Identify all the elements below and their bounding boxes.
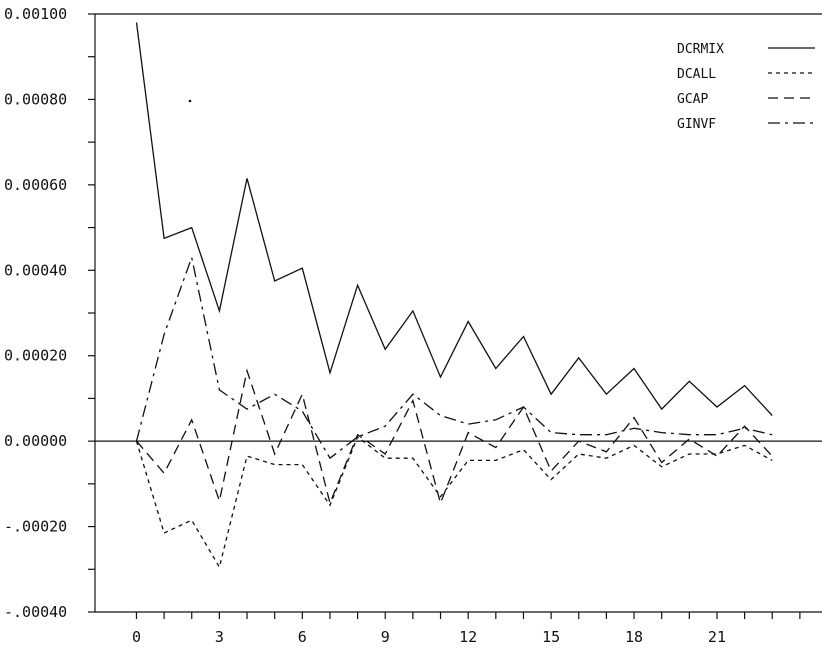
- x-tick-label: 21: [708, 628, 726, 646]
- x-axis-ticks: 0 3 6 9 12 15 18 21: [132, 612, 801, 646]
- y-axis-ticks: -.00040 -.00020 0.00000 0.00020 0.00040 0.000…: [4, 5, 95, 621]
- x-tick-label: 12: [459, 628, 477, 646]
- x-tick-label: 6: [298, 628, 307, 646]
- x-tick-label: 18: [625, 628, 643, 646]
- series-ginvf-line: [135, 255, 773, 460]
- stray-mark: [188, 99, 192, 103]
- legend-label: GINVF: [677, 117, 716, 132]
- x-tick-label: 15: [542, 628, 560, 646]
- x-tick-label: 9: [381, 628, 390, 646]
- legend-label: DCALL: [677, 67, 716, 82]
- x-tick-label: 0: [132, 628, 141, 646]
- y-tick-label: 0.00060: [4, 176, 67, 194]
- legend: DCRMIX DCALL GCAP GINVF: [677, 42, 815, 132]
- series-gcap-line: [136, 368, 773, 506]
- y-tick-label: 0.00040: [4, 261, 67, 279]
- y-tick-label: -.00020: [4, 518, 67, 536]
- series-dcall-line: [135, 435, 773, 569]
- y-tick-label: 0.00080: [4, 90, 67, 108]
- y-tick-label: 0.00100: [4, 5, 67, 23]
- y-tick-label: -.00040: [4, 603, 67, 621]
- series-dcrmix-line: [135, 22, 773, 416]
- legend-label: GCAP: [677, 92, 708, 107]
- legend-label: DCRMIX: [677, 42, 724, 57]
- series-lines: [135, 22, 773, 569]
- y-tick-label: 0.00020: [4, 347, 67, 365]
- x-tick-label: 3: [215, 628, 224, 646]
- y-tick-label: 0.00000: [4, 432, 67, 450]
